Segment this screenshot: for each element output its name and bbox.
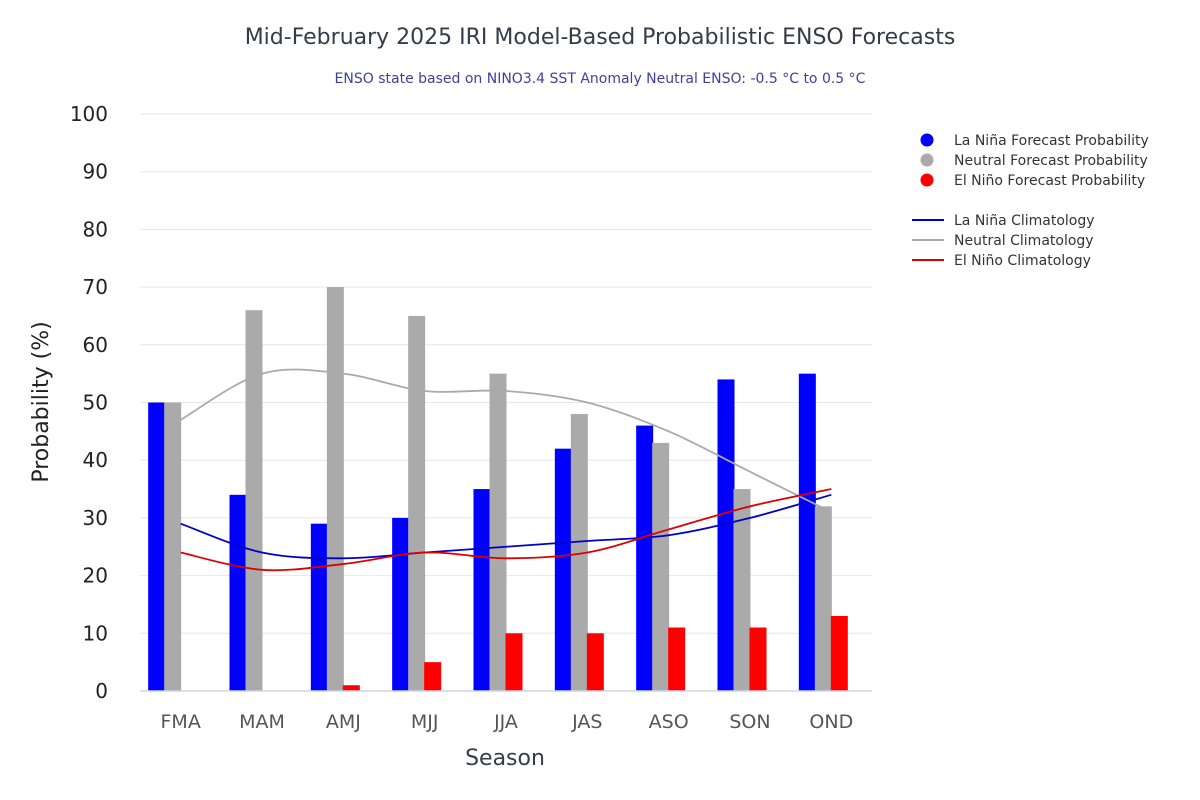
y-tick-label: 100 bbox=[70, 102, 108, 126]
y-tick-label: 30 bbox=[83, 506, 108, 530]
bar-1-ond bbox=[814, 506, 832, 691]
bar-0-jja bbox=[473, 489, 491, 691]
bar-0-mam bbox=[229, 494, 247, 691]
y-tick-label: 10 bbox=[83, 621, 108, 645]
x-tick-label-ond: OND bbox=[809, 711, 853, 733]
climatology-line-2 bbox=[180, 488, 832, 572]
legend-marker-0 bbox=[920, 133, 934, 147]
bar-1-son bbox=[733, 489, 751, 691]
legend-label: El Niño Forecast Probability bbox=[954, 173, 1145, 189]
x-tick-label-amj: AMJ bbox=[326, 711, 361, 733]
climatology-line-0 bbox=[180, 493, 832, 560]
x-axis-ticks: FMA MAM AMJ MJJ JJA JAS ASO SON OND bbox=[161, 711, 854, 733]
climatology-line-1 bbox=[180, 368, 832, 513]
bar-1-fma bbox=[164, 402, 182, 691]
legend-label: Neutral Climatology bbox=[954, 233, 1094, 249]
bar-1-mam bbox=[245, 310, 263, 691]
x-tick-label-mjj: MJJ bbox=[411, 711, 439, 733]
y-axis-ticks: 0 10 20 30 40 50 60 70 80 90 100 bbox=[70, 102, 108, 703]
y-tick-label: 70 bbox=[83, 275, 108, 299]
chart-legend: La Niña Forecast Probability Neutral Fore… bbox=[912, 133, 1149, 269]
x-tick-label-fma: FMA bbox=[161, 711, 201, 733]
bar-0-aso bbox=[636, 425, 654, 691]
legend-label: Neutral Forecast Probability bbox=[954, 153, 1148, 169]
y-tick-label: 20 bbox=[83, 564, 108, 588]
legend-label: El Niño Climatology bbox=[954, 253, 1091, 269]
bar-1-amj bbox=[326, 287, 344, 691]
legend-label: La Niña Forecast Probability bbox=[954, 133, 1149, 149]
bar-series bbox=[148, 287, 848, 691]
bar-2-jja bbox=[505, 633, 523, 691]
bar-1-aso bbox=[652, 442, 670, 691]
legend-marker-1 bbox=[920, 153, 934, 167]
chart-title: Mid-February 2025 IRI Model-Based Probab… bbox=[245, 25, 956, 50]
chart-subtitle: ENSO state based on NINO3.4 SST Anomaly … bbox=[335, 71, 866, 87]
bar-2-son bbox=[749, 627, 767, 691]
bar-0-amj bbox=[310, 523, 328, 691]
bar-2-amj bbox=[342, 685, 360, 691]
bar-0-fma bbox=[148, 402, 166, 691]
y-axis-title: Probability (%) bbox=[29, 321, 54, 482]
legend-label: La Niña Climatology bbox=[954, 213, 1095, 229]
bar-1-jas bbox=[570, 414, 588, 691]
bar-2-ond bbox=[830, 615, 848, 691]
y-tick-label: 90 bbox=[83, 160, 108, 184]
bar-1-mjj bbox=[408, 315, 426, 691]
climatology-lines bbox=[180, 368, 832, 572]
legend-marker-2 bbox=[920, 173, 934, 187]
y-tick-label: 60 bbox=[83, 333, 108, 357]
x-tick-label-mam: MAM bbox=[239, 711, 285, 733]
y-tick-label: 50 bbox=[83, 391, 108, 415]
bar-0-jas bbox=[554, 448, 572, 691]
bar-0-son bbox=[717, 379, 735, 691]
y-tick-label: 40 bbox=[83, 448, 108, 472]
y-tick-label: 80 bbox=[83, 217, 108, 241]
bar-2-jas bbox=[586, 633, 604, 691]
y-tick-label: 0 bbox=[95, 679, 108, 703]
x-tick-label-son: SON bbox=[729, 711, 770, 733]
x-tick-label-jja: JJA bbox=[493, 711, 518, 733]
bar-1-jja bbox=[489, 373, 507, 691]
bar-0-mjj bbox=[392, 517, 410, 691]
x-axis-title: Season bbox=[465, 746, 545, 771]
x-tick-label-jas: JAS bbox=[571, 711, 602, 733]
bar-2-mjj bbox=[424, 662, 442, 691]
x-tick-label-aso: ASO bbox=[649, 711, 689, 733]
bar-2-aso bbox=[668, 627, 686, 691]
bar-0-ond bbox=[798, 373, 816, 691]
